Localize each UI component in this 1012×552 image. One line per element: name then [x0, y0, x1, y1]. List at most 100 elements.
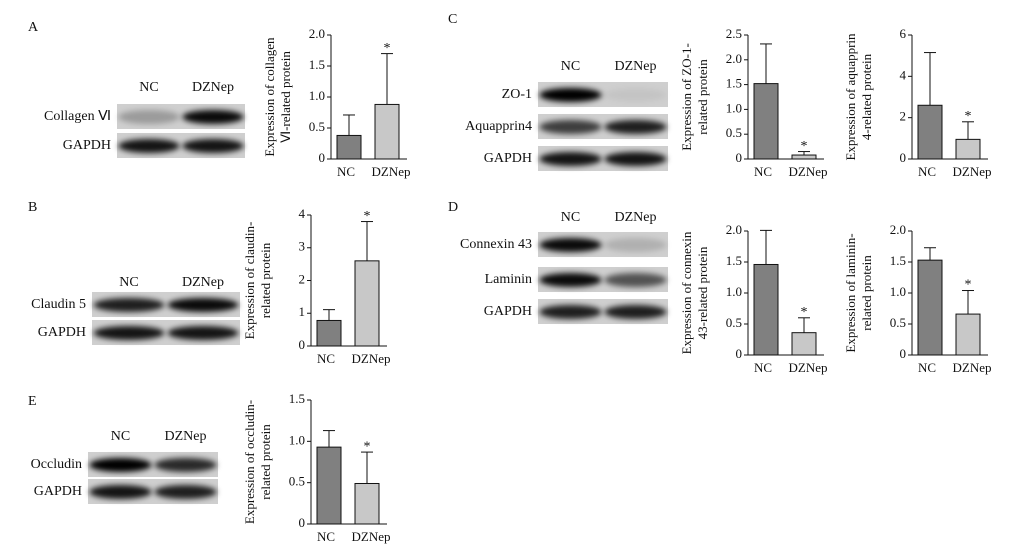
- bar: [917, 259, 943, 356]
- significance-mark: *: [801, 139, 808, 154]
- protein-label: GAPDH: [34, 484, 82, 499]
- y-axis-label: Expression of ZO-1-: [679, 43, 694, 151]
- y-tick-label: 2.0: [726, 222, 742, 237]
- bar: [955, 138, 981, 160]
- y-tick-label: 1.0: [726, 284, 742, 299]
- protein-label: Collagen Ⅵ: [44, 109, 111, 124]
- y-tick-label: 2: [299, 271, 306, 286]
- blot-band: [604, 120, 667, 134]
- y-axis-label: related protein: [258, 242, 273, 318]
- protein-label: ZO-1: [502, 87, 532, 102]
- blot-band: [539, 152, 602, 166]
- y-axis-label: Expression of connexin: [679, 231, 694, 354]
- y-tick-label: 1: [299, 304, 306, 319]
- lane-label: NC: [139, 80, 158, 95]
- y-axis-label: 43-related protein: [695, 246, 710, 339]
- lane-label: NC: [561, 210, 580, 225]
- blot-band: [182, 110, 244, 124]
- panel-letter: A: [28, 20, 39, 35]
- lane-label: DZNep: [165, 429, 207, 444]
- lane-label: DZNep: [615, 210, 657, 225]
- y-tick-label: 1.5: [289, 391, 305, 406]
- blot-band: [89, 485, 152, 499]
- blot-band: [539, 88, 602, 102]
- x-tick-label: DZNep: [953, 360, 992, 375]
- x-tick-label: DZNep: [789, 164, 828, 179]
- blot-band: [604, 273, 667, 287]
- blot-band: [182, 139, 244, 153]
- protein-label: GAPDH: [484, 304, 532, 319]
- y-tick-label: 0.5: [890, 315, 906, 330]
- y-tick-label: 1.5: [726, 76, 742, 91]
- y-tick-label: 4: [900, 67, 907, 82]
- y-tick-label: 2.0: [309, 26, 325, 41]
- y-tick-label: 0: [299, 515, 306, 530]
- bar: [753, 263, 779, 356]
- lane-label: DZNep: [182, 275, 224, 290]
- y-tick-label: 2.0: [890, 222, 906, 237]
- y-tick-label: 2: [900, 109, 907, 124]
- y-tick-label: 1.0: [890, 284, 906, 299]
- blot-band: [604, 305, 667, 319]
- blot-band: [118, 139, 180, 153]
- y-tick-label: 1.0: [726, 100, 742, 115]
- significance-mark: *: [801, 305, 808, 320]
- protein-label: Aquapprin4: [465, 119, 532, 134]
- bar: [955, 313, 981, 356]
- x-tick-label: DZNep: [372, 164, 411, 179]
- blot-band: [93, 326, 165, 340]
- y-axis-label: Expression of collagen: [262, 37, 277, 157]
- blot-band: [539, 273, 602, 287]
- y-tick-label: 0: [736, 346, 743, 361]
- y-tick-label: 4: [299, 206, 306, 221]
- y-axis-label: related protein: [695, 59, 710, 135]
- x-tick-label: DZNep: [789, 360, 828, 375]
- x-tick-label: NC: [754, 360, 772, 375]
- blot-band: [604, 88, 667, 102]
- panel-letter: B: [28, 200, 37, 215]
- y-axis-label: Expression of laminin-: [843, 233, 858, 352]
- y-tick-label: 0.5: [726, 125, 742, 140]
- bar: [316, 319, 342, 347]
- y-tick-label: 0: [900, 346, 907, 361]
- x-tick-label: NC: [317, 351, 335, 366]
- protein-label: Claudin 5: [31, 297, 86, 312]
- significance-mark: *: [965, 278, 972, 293]
- y-tick-label: 0.5: [309, 119, 325, 134]
- protein-label: Occludin: [31, 457, 82, 472]
- y-axis-label: related protein: [258, 424, 273, 500]
- x-tick-label: NC: [918, 360, 936, 375]
- y-tick-label: 1.5: [309, 57, 325, 72]
- y-axis-label: Expression of occludin-: [242, 400, 257, 524]
- blot-band: [604, 152, 667, 166]
- bar: [336, 134, 362, 160]
- bar: [753, 83, 779, 160]
- significance-mark: *: [384, 41, 391, 56]
- lane-label: DZNep: [192, 80, 234, 95]
- y-tick-label: 3: [299, 239, 306, 254]
- bar: [354, 482, 380, 525]
- y-tick-label: 1.5: [890, 253, 906, 268]
- panel-letter: E: [28, 394, 37, 409]
- lane-label: NC: [561, 59, 580, 74]
- blot-band: [154, 485, 217, 499]
- significance-mark: *: [364, 439, 371, 454]
- x-tick-label: DZNep: [352, 351, 391, 366]
- blot-band: [539, 120, 602, 134]
- bar: [316, 446, 342, 525]
- protein-label: GAPDH: [63, 138, 111, 153]
- y-tick-label: 6: [900, 26, 907, 41]
- blot-band: [539, 305, 602, 319]
- y-tick-label: 0: [736, 150, 743, 165]
- y-tick-label: 0: [299, 337, 306, 352]
- y-axis-label: Expression of claudin-: [242, 222, 257, 340]
- y-tick-label: 1.0: [289, 432, 305, 447]
- bar: [374, 103, 400, 160]
- blot-band: [539, 238, 602, 252]
- x-tick-label: DZNep: [352, 529, 391, 544]
- y-axis-label: Expression of aquapprin: [843, 33, 858, 161]
- y-tick-label: 0: [900, 150, 907, 165]
- bar: [791, 154, 817, 160]
- x-tick-label: NC: [754, 164, 772, 179]
